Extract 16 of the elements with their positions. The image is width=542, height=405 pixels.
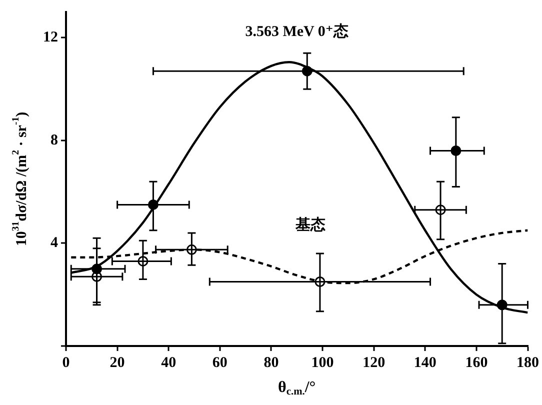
x-tick-label: 160 (465, 354, 488, 371)
x-tick-label: 120 (362, 354, 386, 371)
x-tick-label: 100 (311, 354, 334, 371)
y-tick-label: 12 (43, 30, 58, 46)
y-tick-label: 4 (50, 235, 58, 252)
x-tick-label: 40 (161, 354, 176, 371)
x-tick-label: 60 (212, 354, 228, 371)
x-tick-label: 180 (516, 354, 539, 371)
annotation: 3.563 MeV 0⁺态 (245, 22, 348, 40)
x-tick-label: 20 (110, 354, 125, 371)
y-axis-title: 1031dσ/dΩ /(m2 · sr-1) (10, 112, 30, 246)
x-tick-label: 0 (62, 354, 70, 371)
x-tick-label: 140 (414, 354, 436, 371)
y-tick-label: 8 (50, 132, 58, 148)
annotation: 基态 (294, 216, 326, 234)
x-tick-label: 80 (264, 354, 279, 371)
